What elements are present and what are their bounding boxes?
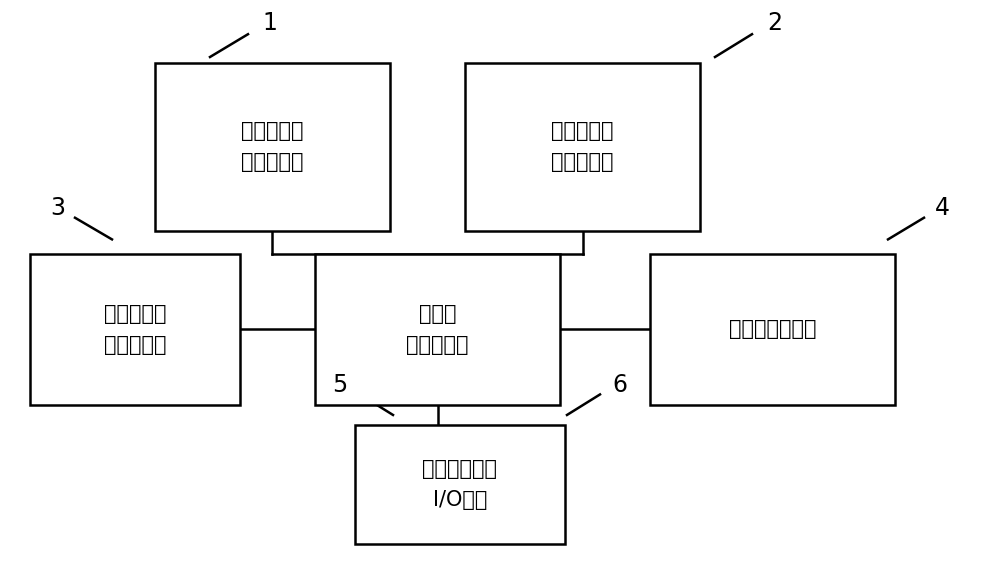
Text: 1: 1 (263, 11, 277, 35)
Text: 量子点
计算机总线: 量子点 计算机总线 (406, 304, 469, 355)
Text: 分子指令集组件: 分子指令集组件 (729, 319, 816, 339)
Bar (155, 63, 390, 231)
Text: 6: 6 (612, 373, 628, 397)
Text: 2: 2 (768, 11, 782, 35)
Text: 无机化合物
分子控制器: 无机化合物 分子控制器 (551, 121, 614, 172)
Bar (355, 425, 565, 544)
Text: 无机化合物
分子运算器: 无机化合物 分子运算器 (241, 121, 304, 172)
Bar (30, 254, 240, 405)
Text: 量子点计算机
I/O接口: 量子点计算机 I/O接口 (422, 459, 497, 510)
Text: 4: 4 (934, 196, 950, 220)
Text: 无机化合物
分子存储器: 无机化合物 分子存储器 (104, 304, 166, 355)
Text: 3: 3 (50, 196, 66, 220)
Text: 5: 5 (332, 373, 348, 397)
Bar (465, 63, 700, 231)
Bar (650, 254, 895, 405)
Bar (315, 254, 560, 405)
